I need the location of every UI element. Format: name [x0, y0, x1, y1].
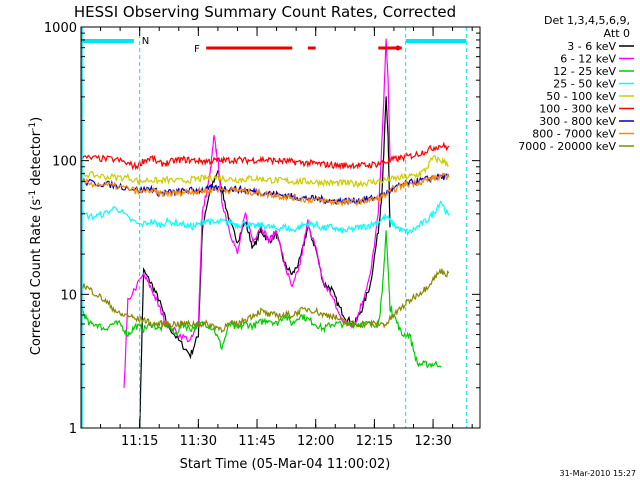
- legend-label-8: 7000 - 20000 keV: [518, 140, 616, 153]
- legend-label-6: 300 - 800 keV: [539, 115, 616, 128]
- legend-label-0: 3 - 6 keV: [567, 40, 616, 53]
- legend-label-1: 6 - 12 keV: [560, 53, 616, 66]
- y-axis-label: Corrected Count Rate (s-1 detector-1): [28, 117, 44, 355]
- x-axis-label: Start Time (05-Mar-04 11:00:02): [180, 457, 391, 472]
- x-tick-label: 11:30: [180, 434, 217, 449]
- plot-frame: [80, 26, 481, 429]
- x-tick-label: 11:15: [121, 434, 158, 449]
- series-line-2: [80, 230, 442, 369]
- legend-label-7: 800 - 7000 keV: [532, 128, 616, 141]
- y-label-sup2: -1: [28, 122, 38, 131]
- y-label-sup1: -1: [28, 190, 38, 199]
- x-tick-label: 12:15: [356, 434, 393, 449]
- y-label-main: Corrected Count Rate (s: [29, 199, 44, 356]
- x-tick-label: 11:45: [238, 434, 275, 449]
- legend-label-4: 50 - 100 keV: [546, 90, 616, 103]
- series-line-4: [80, 154, 449, 189]
- y-label-mid: detector: [29, 130, 44, 190]
- x-tick-label: 12:00: [297, 434, 334, 449]
- y-tick-label: 100: [52, 155, 77, 170]
- series-line-0: [139, 96, 391, 429]
- flare-marker: [395, 45, 401, 51]
- legend-header-line2: Att 0: [604, 27, 630, 40]
- flare-label: F: [194, 44, 200, 55]
- series-line-7: [80, 172, 450, 207]
- series-line-3: [80, 199, 450, 237]
- y-tick-label: 1000: [44, 21, 77, 36]
- y-label-end: ): [29, 117, 44, 122]
- series-line-8: [80, 267, 450, 334]
- series-line-5: [80, 141, 450, 171]
- y-tick-label: 10: [60, 288, 77, 303]
- y-tick-label: 1: [69, 422, 77, 437]
- legend-label-5: 100 - 300 keV: [539, 103, 616, 116]
- legend-label-3: 25 - 50 keV: [553, 78, 616, 91]
- x-tick-label: 12:30: [414, 434, 451, 449]
- series-line-1: [123, 38, 391, 388]
- legend-header-line1: Det 1,3,4,5,6,9,: [544, 14, 630, 27]
- chart-title: HESSI Observing Summary Count Rates, Cor…: [74, 3, 456, 21]
- timestamp: 31-Mar-2010 15:27: [560, 469, 637, 478]
- legend-label-2: 12 - 25 keV: [553, 65, 616, 78]
- night-label: N: [142, 36, 149, 47]
